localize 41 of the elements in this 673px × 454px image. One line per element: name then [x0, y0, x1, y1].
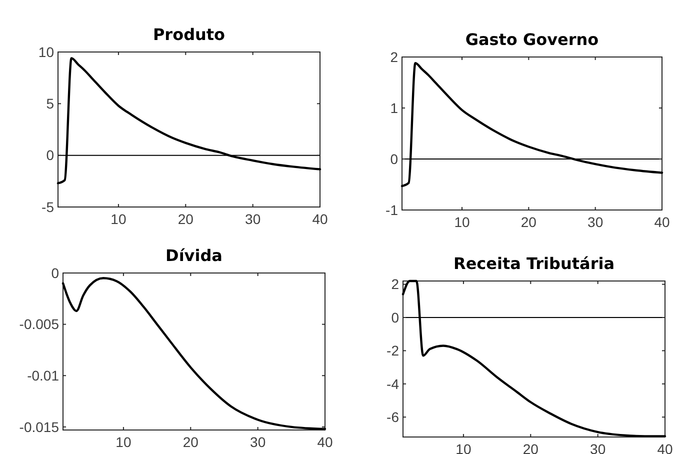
- line-series: [400, 62, 664, 188]
- x-tick-label: 10: [456, 441, 472, 454]
- x-tick-label: 40: [317, 434, 333, 450]
- x-tick-label: 30: [590, 441, 606, 454]
- chart-title: Dívida: [166, 246, 222, 265]
- y-tick-label: -0.015: [19, 418, 60, 435]
- y-tick-label: -0.005: [19, 316, 60, 332]
- y-tick-label: 5: [46, 96, 54, 112]
- y-tick-label: -1: [386, 202, 398, 218]
- y-tick-label: 10: [38, 44, 54, 60]
- x-tick-label: 40: [657, 441, 673, 454]
- y-tick-label: 2: [390, 48, 398, 65]
- y-tick-label: 1: [390, 100, 398, 116]
- line-series: [56, 57, 322, 184]
- x-tick-label: 20: [178, 211, 194, 227]
- y-tick-label: 0: [46, 147, 54, 164]
- x-tick-label: 40: [312, 211, 328, 227]
- chart-title: Gasto Governo: [465, 30, 599, 49]
- x-tick-label: 30: [250, 434, 266, 450]
- x-tick-label: 10: [116, 434, 132, 450]
- y-tick-label: -4: [386, 376, 400, 392]
- y-tick-label: -6: [386, 408, 400, 425]
- line-series: [402, 280, 666, 438]
- x-tick-label: 40: [654, 214, 670, 230]
- y-tick-label: 2: [391, 276, 400, 292]
- y-tick-label: 0: [51, 264, 60, 281]
- y-tick-label: 0: [390, 150, 398, 167]
- y-tick-label: -5: [42, 198, 54, 215]
- x-tick-label: 30: [588, 214, 604, 230]
- y-tick-label: -2: [386, 342, 400, 359]
- x-tick-label: 10: [110, 211, 126, 227]
- x-tick-label: 30: [245, 211, 261, 227]
- y-tick-label: 0: [391, 309, 400, 326]
- chart-title: Produto: [152, 25, 226, 44]
- x-tick-label: 20: [182, 434, 199, 450]
- line-series: [62, 277, 326, 430]
- y-tick-label: -0.01: [27, 368, 60, 384]
- chart-title: Receita Tributária: [454, 254, 614, 273]
- x-tick-label: 20: [522, 441, 539, 454]
- x-tick-label: 20: [520, 214, 537, 230]
- x-tick-label: 10: [454, 214, 470, 230]
